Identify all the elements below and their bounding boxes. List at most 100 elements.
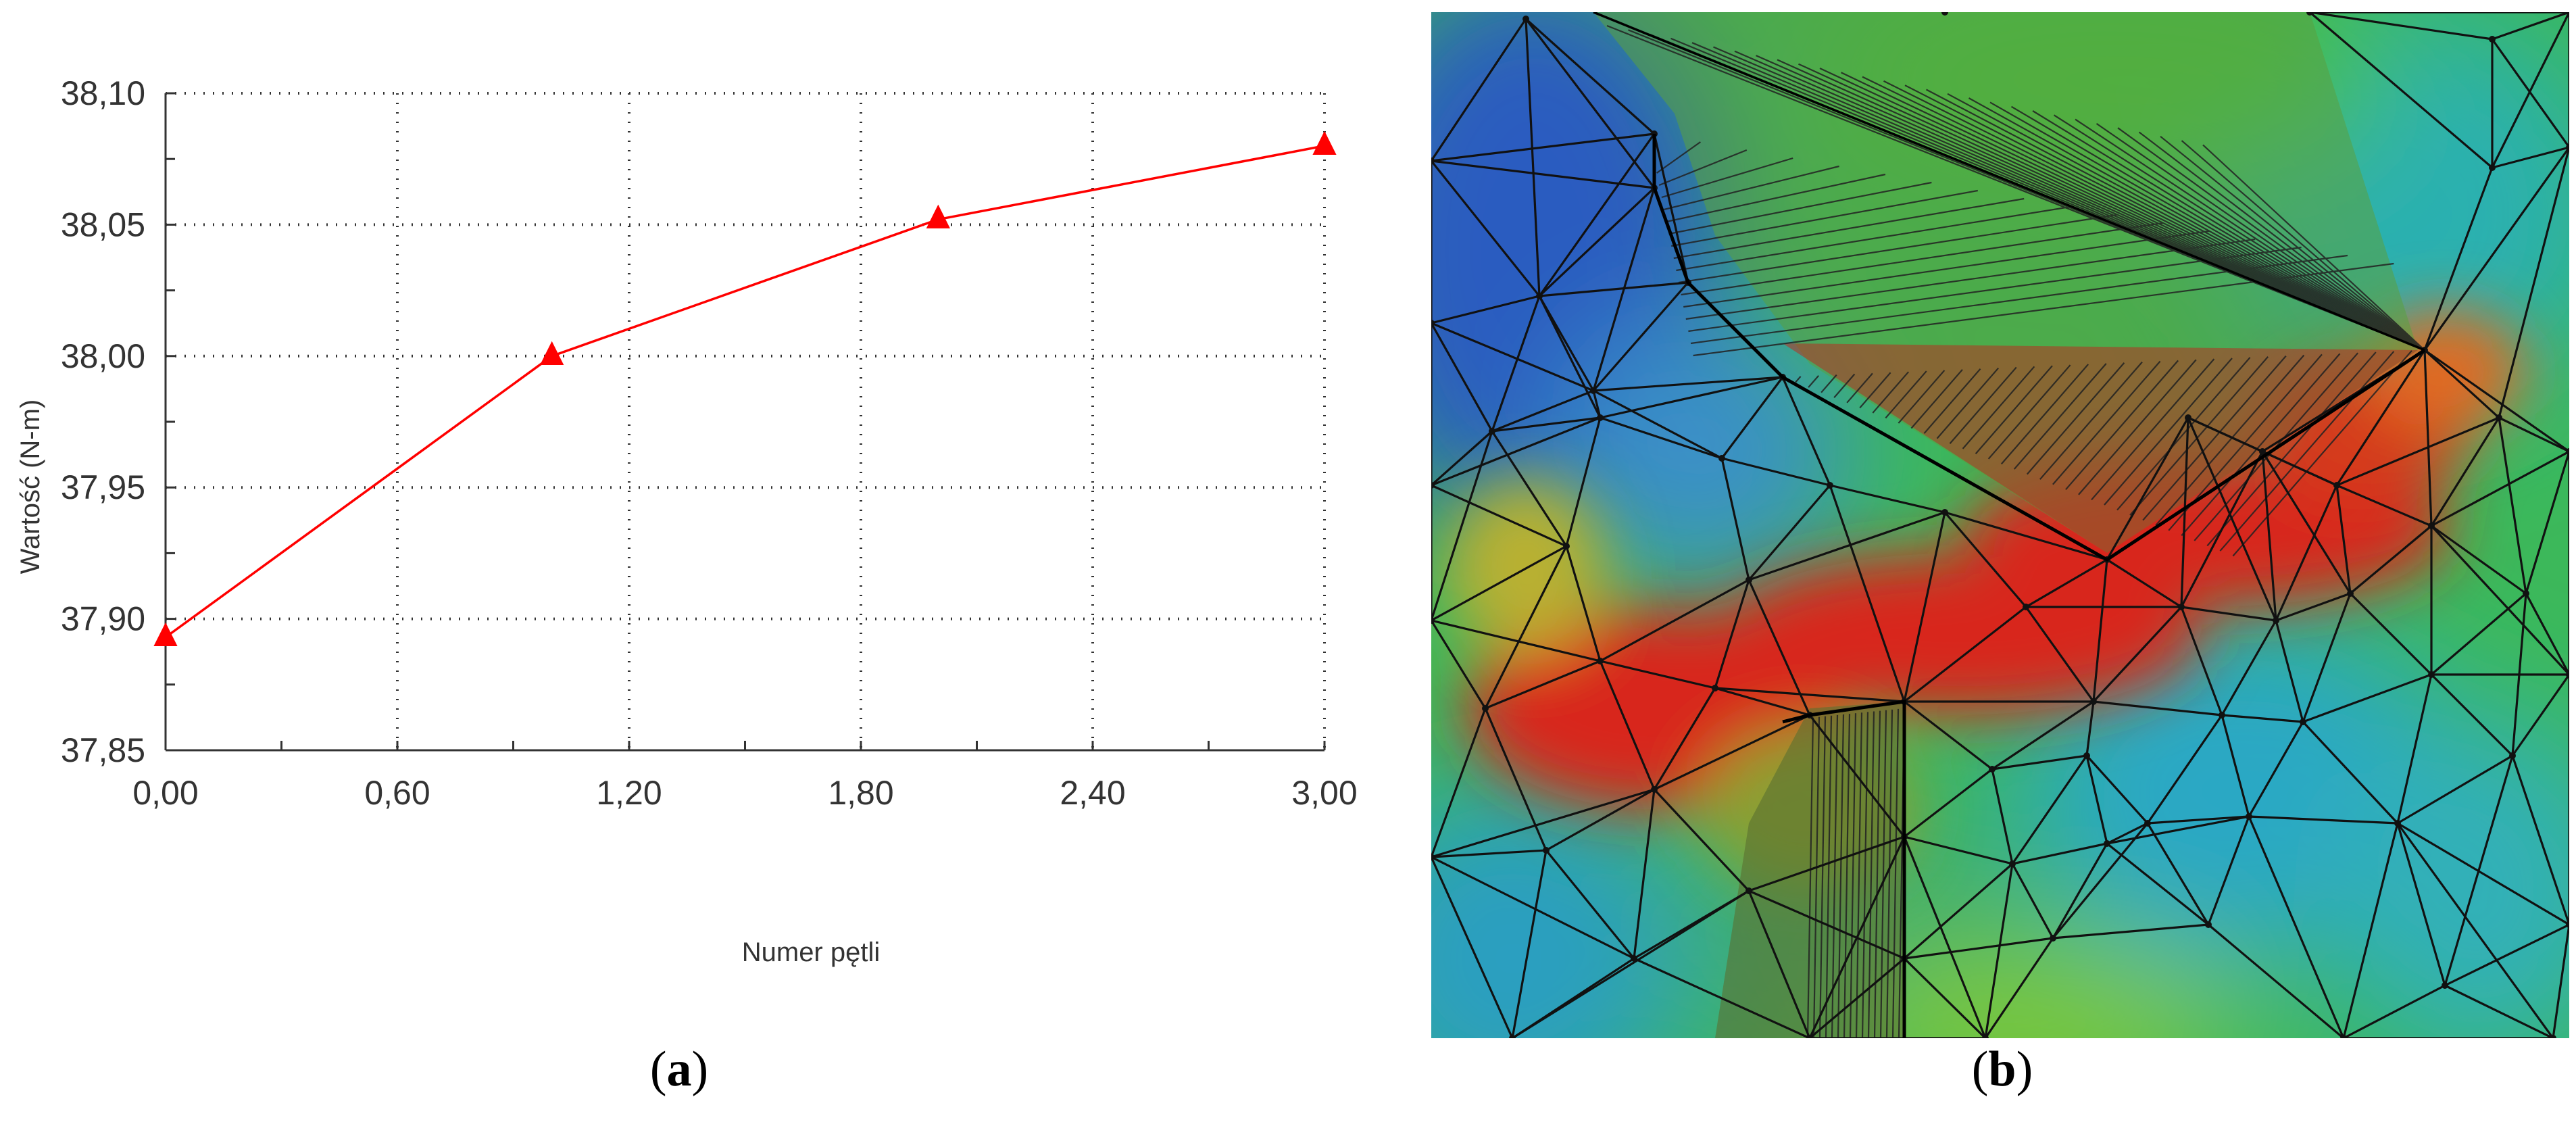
mesh-edge bbox=[1538, 295, 1602, 418]
dense-mesh-edge bbox=[1975, 365, 2053, 455]
mesh-node bbox=[1431, 320, 1435, 326]
mesh-edge bbox=[2180, 606, 2223, 716]
mesh-edge bbox=[2424, 349, 2569, 453]
dense-mesh-edge bbox=[1690, 254, 2348, 345]
mesh-edge bbox=[1431, 484, 1567, 547]
mesh-node bbox=[2219, 712, 2225, 718]
mesh-node bbox=[1431, 617, 1435, 624]
dense-mesh-edge bbox=[1968, 97, 2425, 351]
mesh-edge bbox=[2275, 485, 2338, 621]
dense-mesh-edge bbox=[1656, 141, 1702, 174]
mesh-edge bbox=[1431, 849, 1547, 858]
dense-mesh-edge bbox=[1756, 55, 2425, 351]
mesh-edge bbox=[1431, 856, 1514, 1038]
mesh-node bbox=[2489, 36, 2496, 43]
mesh-edge bbox=[1431, 619, 1601, 662]
mesh-edge bbox=[1600, 579, 1750, 662]
dense-mesh-edge bbox=[1683, 230, 2209, 308]
panel-label-b: (b) bbox=[1971, 1042, 2033, 1097]
mesh-edge bbox=[1525, 18, 1541, 297]
mesh-edge bbox=[1944, 511, 2108, 561]
mesh-edge bbox=[1538, 187, 1656, 297]
mesh-node bbox=[1543, 847, 1550, 854]
mesh-edge bbox=[1538, 295, 1595, 391]
mesh-edge bbox=[1431, 295, 1540, 324]
mesh-edge bbox=[1904, 768, 1993, 838]
dense-mesh-edge bbox=[2032, 110, 2425, 351]
mesh-edge bbox=[2444, 755, 2514, 986]
mesh-edge bbox=[2221, 620, 2277, 716]
mesh-edge bbox=[2492, 12, 2569, 41]
mesh-node bbox=[2144, 820, 2151, 827]
mesh-edge bbox=[2431, 450, 2569, 527]
dense-mesh-edge bbox=[2232, 350, 2412, 557]
mesh-edge bbox=[1904, 835, 2013, 865]
mesh-edge bbox=[1943, 511, 2027, 608]
mesh-edge bbox=[1491, 389, 1594, 433]
mesh-edge bbox=[1904, 700, 1993, 771]
x-axis-title: Numer pętli bbox=[742, 937, 881, 967]
dense-mesh-edge bbox=[1872, 371, 1910, 414]
dense-mesh-edge bbox=[1713, 46, 2425, 351]
dense-mesh-edge bbox=[2104, 358, 2233, 506]
dense-mesh-edge bbox=[1668, 181, 1932, 235]
dense-mesh-edge bbox=[1673, 197, 2025, 260]
mesh-node bbox=[2496, 414, 2502, 421]
dense-mesh-edge bbox=[1808, 375, 1820, 388]
mesh-edge bbox=[1714, 579, 1750, 689]
mesh-edge bbox=[1431, 708, 1487, 858]
dense-mesh-edge bbox=[2039, 361, 2143, 480]
mesh-edge bbox=[2349, 525, 2433, 595]
mesh-node bbox=[1536, 293, 1543, 299]
mesh-node bbox=[1431, 482, 1435, 489]
mesh-node bbox=[2050, 935, 2056, 942]
mesh-edge bbox=[2092, 606, 2183, 703]
mesh-edge bbox=[2248, 816, 2345, 1038]
mesh-edge bbox=[1991, 700, 2094, 771]
mesh-edge bbox=[1431, 160, 1655, 189]
mesh-edge bbox=[1748, 579, 1811, 716]
mesh-edge bbox=[1748, 511, 1946, 581]
mesh-edge bbox=[2511, 674, 2569, 756]
dense-mesh-edge bbox=[2013, 363, 2107, 470]
dense-mesh-edge bbox=[1910, 369, 1963, 429]
mesh-edge bbox=[1633, 789, 1656, 959]
dense-mesh-edge bbox=[1658, 149, 1748, 187]
mesh-edge bbox=[2343, 984, 2446, 1038]
mesh-node bbox=[1482, 705, 1489, 712]
dense-mesh-edge bbox=[1987, 364, 2071, 460]
mesh-edge bbox=[2180, 451, 2264, 608]
mesh-node bbox=[2300, 718, 2306, 725]
dense-mesh-edge bbox=[1777, 59, 2425, 351]
mesh-node bbox=[1941, 12, 1948, 16]
data-point-marker bbox=[926, 204, 950, 228]
mesh-edge bbox=[1431, 322, 1594, 392]
mesh-edge bbox=[2552, 924, 2569, 1038]
mesh-edge bbox=[1565, 545, 1602, 662]
mesh-edge bbox=[2498, 417, 2527, 594]
mesh-edge bbox=[2092, 559, 2108, 702]
mesh-node bbox=[1806, 1035, 1813, 1038]
mesh-node bbox=[2566, 144, 2569, 151]
mesh-edge bbox=[2498, 416, 2569, 453]
mesh-edge bbox=[2052, 923, 2209, 940]
dense-mesh-edge bbox=[2010, 105, 2425, 351]
mesh-edge bbox=[1511, 850, 1547, 1038]
dense-mesh-edge bbox=[2202, 144, 2425, 351]
mesh-node bbox=[2566, 671, 2569, 678]
dense-mesh-edge bbox=[1681, 222, 2163, 296]
mesh-edge bbox=[1545, 788, 1655, 852]
mesh-edge bbox=[1903, 957, 1987, 1038]
mesh-edge bbox=[1653, 133, 1689, 283]
mesh-edge bbox=[1525, 18, 1656, 189]
x-tick-label: 3,00 bbox=[1291, 774, 1357, 812]
series bbox=[153, 130, 1337, 647]
mesh-edge bbox=[1431, 18, 1527, 162]
mesh-edge bbox=[2147, 815, 2250, 825]
x-tick-label: 0,60 bbox=[364, 774, 430, 812]
mesh-edge bbox=[1565, 417, 1602, 547]
mesh-node bbox=[2509, 752, 2516, 759]
mesh-edge bbox=[2011, 755, 2088, 864]
mesh-edge bbox=[1431, 545, 1567, 622]
mesh-edge bbox=[2335, 349, 2426, 486]
